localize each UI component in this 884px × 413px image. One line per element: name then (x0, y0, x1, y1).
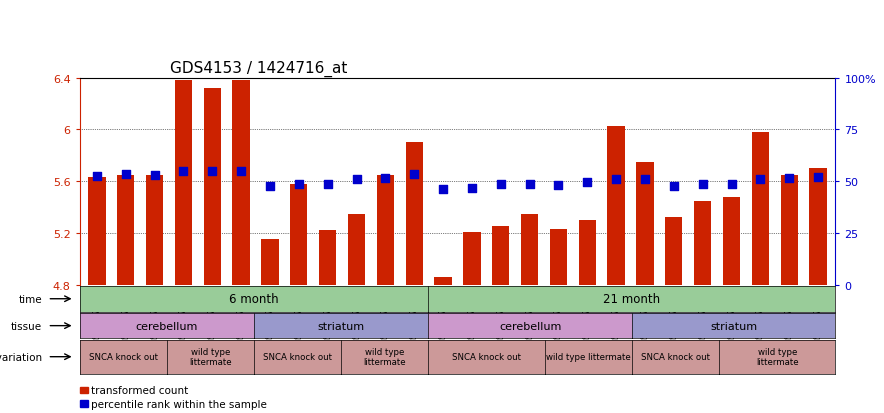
Bar (290, 184, 308, 285)
Point (465, 185, 479, 192)
Point (90, 173, 104, 180)
Bar (434, 277, 452, 285)
Text: genotype/variation: genotype/variation (0, 352, 42, 362)
Point (408, 171, 422, 178)
Bar (232, 81, 250, 285)
Point (148, 173, 162, 179)
Point (234, 168, 248, 175)
Bar (492, 227, 509, 285)
Text: wild type
littermate: wild type littermate (189, 347, 232, 366)
Bar (80, 387, 88, 393)
Text: time: time (19, 294, 42, 304)
Point (696, 181, 710, 188)
Point (753, 176, 767, 183)
Bar (636, 162, 653, 285)
Bar (694, 201, 712, 285)
Text: wild type
littermate: wild type littermate (363, 347, 406, 366)
Bar (723, 197, 740, 285)
Text: SNCA knock out: SNCA knock out (88, 352, 157, 361)
Bar (579, 221, 596, 285)
Point (725, 181, 739, 188)
Point (609, 176, 623, 183)
Bar (203, 89, 221, 285)
Point (205, 168, 219, 175)
Bar (175, 81, 192, 285)
Text: GDS4153 / 1424716_at: GDS4153 / 1424716_at (171, 61, 347, 77)
Point (811, 175, 825, 181)
Point (522, 182, 537, 188)
Text: SNCA knock out: SNCA knock out (641, 352, 710, 361)
Text: tissue: tissue (11, 321, 42, 331)
Text: wild type littermate: wild type littermate (546, 352, 630, 361)
Point (782, 175, 796, 182)
Text: striatum: striatum (317, 321, 365, 331)
Bar (665, 218, 682, 285)
Text: 21 month: 21 month (603, 292, 660, 306)
Point (263, 183, 277, 190)
Point (349, 176, 363, 183)
Text: 6 month: 6 month (229, 292, 278, 306)
Point (493, 182, 507, 188)
Bar (781, 175, 798, 285)
Bar (80, 401, 88, 407)
Point (580, 180, 594, 186)
Bar (347, 214, 365, 285)
Bar (810, 169, 827, 285)
Point (118, 171, 133, 178)
Point (436, 186, 450, 193)
Bar (262, 240, 278, 285)
Bar (550, 230, 568, 285)
Bar (377, 175, 394, 285)
Text: SNCA knock out: SNCA knock out (452, 352, 521, 361)
Bar (319, 231, 336, 285)
Point (638, 176, 652, 183)
Bar (607, 126, 625, 285)
Point (321, 182, 335, 188)
Bar (751, 133, 769, 285)
Bar (117, 175, 134, 285)
Point (292, 182, 306, 188)
Bar (88, 178, 105, 285)
Text: cerebellum: cerebellum (499, 321, 561, 331)
Point (176, 168, 190, 175)
Point (667, 184, 681, 190)
Text: percentile rank within the sample: percentile rank within the sample (91, 399, 266, 409)
Text: SNCA knock out: SNCA knock out (263, 352, 332, 361)
Bar (521, 214, 538, 285)
Point (552, 182, 566, 189)
Text: wild type
littermate: wild type littermate (756, 347, 798, 366)
Text: striatum: striatum (710, 321, 758, 331)
Bar (146, 175, 164, 285)
Point (378, 175, 392, 182)
Bar (406, 143, 423, 285)
Bar (463, 232, 481, 285)
Text: transformed count: transformed count (91, 385, 188, 395)
Text: cerebellum: cerebellum (135, 321, 198, 331)
